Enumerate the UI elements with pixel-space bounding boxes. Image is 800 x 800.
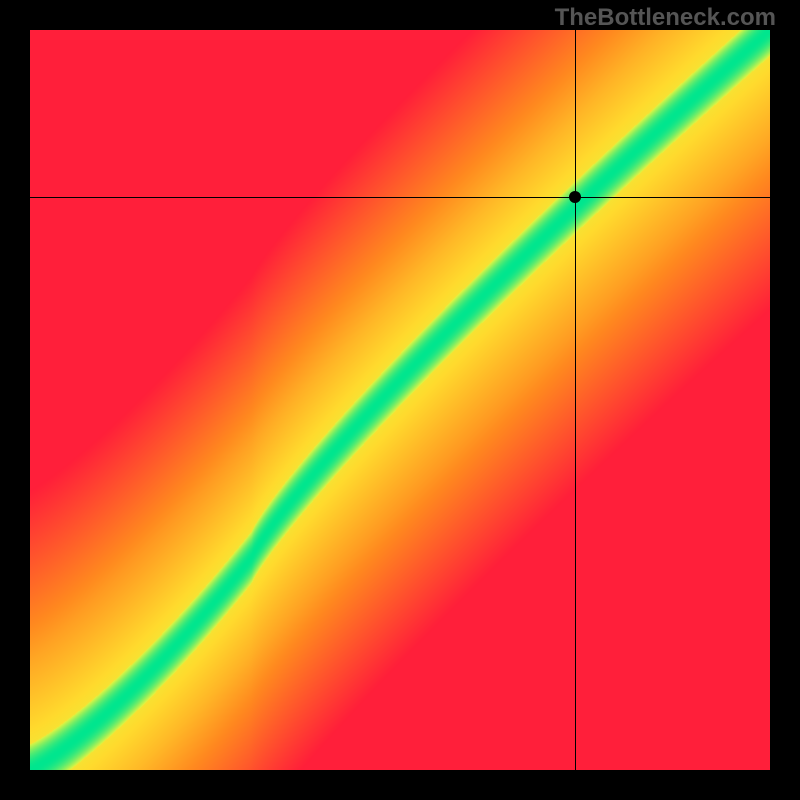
crosshair-vertical [575,30,576,770]
watermark-text: TheBottleneck.com [555,4,776,32]
crosshair-horizontal [30,197,770,198]
heatmap-plot [30,30,770,770]
chart-container: TheBottleneck.com [0,0,800,800]
crosshair-marker [569,191,581,203]
heatmap-canvas [30,30,770,770]
